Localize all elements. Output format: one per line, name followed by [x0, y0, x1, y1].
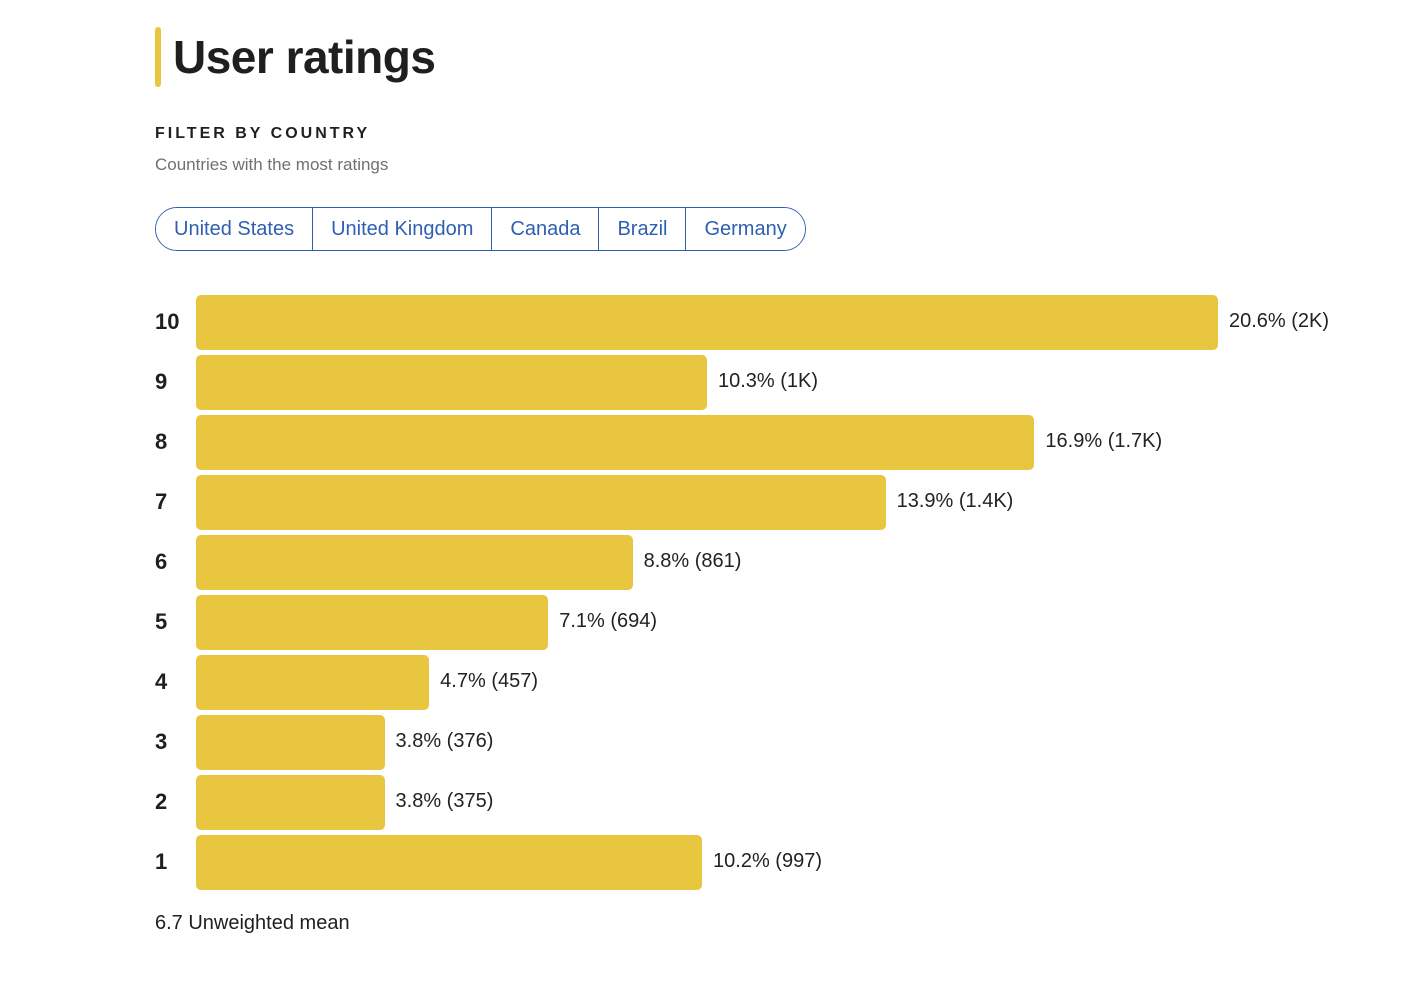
filter-subtitle: Countries with the most ratings — [155, 155, 389, 174]
bar-value-label-5: 7.1% (694) — [559, 610, 658, 632]
filter-heading: FILTER BY COUNTRY — [155, 125, 371, 142]
bar-value-label-1: 10.2% (997) — [713, 850, 822, 872]
filter-united-states-button[interactable]: United States — [156, 208, 313, 250]
bar-value-label-8: 16.9% (1.7K) — [1045, 430, 1163, 452]
rating-label-8: 8 — [155, 429, 168, 454]
rating-label-3: 3 — [155, 729, 168, 754]
page-title: User ratings — [173, 31, 436, 83]
bar-rating-5 — [196, 595, 549, 650]
bar-value-label-3: 3.8% (376) — [395, 730, 494, 752]
unweighted-mean: 6.7 Unweighted mean — [155, 912, 350, 934]
country-filter-group: United States United Kingdom Canada Braz… — [155, 207, 806, 251]
bar-rating-2 — [196, 775, 385, 830]
filter-brazil-button[interactable]: Brazil — [598, 208, 686, 250]
bar-rating-7 — [196, 475, 886, 530]
bar-value-label-9: 10.3% (1K) — [718, 370, 819, 392]
rating-label-9: 9 — [155, 369, 168, 394]
filter-united-kingdom-button[interactable]: United Kingdom — [312, 208, 492, 250]
bar-rating-1 — [196, 835, 703, 890]
bar-value-label-4: 4.7% (457) — [440, 670, 539, 692]
page-header: User ratings — [155, 27, 436, 87]
bar-value-label-10: 20.6% (2K) — [1229, 310, 1330, 332]
bar-value-label-6: 8.8% (861) — [643, 550, 742, 572]
bar-rating-4 — [196, 655, 430, 710]
bar-rating-10 — [196, 295, 1218, 350]
title-accent-bar — [155, 27, 161, 87]
rating-label-10: 10 — [155, 309, 180, 334]
rating-label-2: 2 — [155, 789, 168, 814]
bar-value-label-2: 3.8% (375) — [395, 790, 494, 812]
rating-label-6: 6 — [155, 549, 168, 574]
bar-rating-8 — [196, 415, 1035, 470]
rating-label-1: 1 — [155, 849, 168, 874]
rating-label-7: 7 — [155, 489, 168, 514]
rating-label-4: 4 — [155, 669, 168, 694]
bar-rating-3 — [196, 715, 385, 770]
filter-canada-button[interactable]: Canada — [491, 208, 599, 250]
bar-value-label-7: 13.9% (1.4K) — [896, 490, 1014, 512]
rating-label-5: 5 — [155, 609, 168, 634]
bar-rating-9 — [196, 355, 707, 410]
bar-rating-6 — [196, 535, 633, 590]
filter-germany-button[interactable]: Germany — [685, 208, 805, 250]
